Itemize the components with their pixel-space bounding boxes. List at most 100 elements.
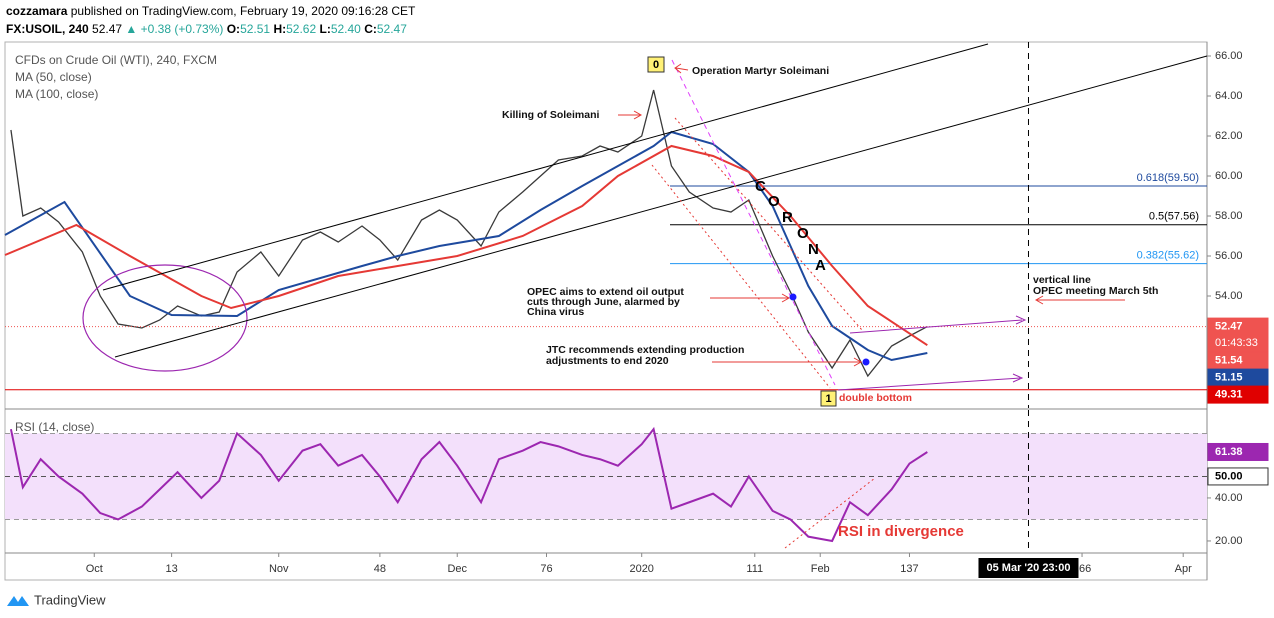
- event-dot: [789, 293, 797, 301]
- brand: TradingView: [34, 592, 106, 607]
- logo: [7, 596, 29, 606]
- x-tick-label: 76: [540, 563, 552, 575]
- label: C:: [364, 22, 377, 36]
- level-label: 0.618(59.50): [1137, 172, 1199, 184]
- price-badge: [1207, 317, 1269, 353]
- x-tick-label: Nov: [269, 563, 289, 575]
- arrow-head: [1034, 295, 1044, 305]
- legend-entry: MA (100, close): [15, 87, 98, 101]
- annotation: JTC recommends extending production: [546, 344, 744, 356]
- publish-line: cozzamara published on TradingView.com, …: [6, 4, 415, 18]
- high: 52.62: [286, 22, 317, 36]
- y-tick-label: 60.00: [1215, 170, 1243, 182]
- marker-label: 0: [653, 59, 659, 71]
- annotation: OPEC meeting March 5th: [1033, 285, 1158, 297]
- open: 52.51: [240, 22, 271, 36]
- level-label: 0.382(55.62): [1137, 250, 1199, 262]
- crosshair-label: 05 Mar '20 23:00: [987, 562, 1071, 574]
- series-line: [10, 89, 928, 378]
- author: cozzamara: [6, 4, 68, 18]
- price-badge: [1207, 467, 1269, 486]
- quote-line: FX:USOIL, 240 52.47 ▲ +0.38 (+0.73%) O:5…: [6, 22, 407, 36]
- label: L:: [319, 22, 331, 36]
- label: H:: [273, 22, 287, 36]
- x-tick-label: 111: [746, 563, 763, 575]
- arrow-head: [1015, 315, 1027, 325]
- badge-label: 51.15: [1215, 372, 1243, 384]
- annotation: China virus: [527, 306, 584, 318]
- arrow: [675, 67, 689, 71]
- arrow-head: [853, 357, 863, 367]
- last: 52.47: [92, 22, 123, 36]
- arrow-head: [781, 293, 791, 303]
- published: published on TradingView.com, February 1…: [70, 4, 416, 18]
- footer: TradingView: [7, 592, 106, 607]
- arrow-head: [633, 110, 643, 120]
- price-badge: [1207, 442, 1269, 461]
- x-tick-label: Oct: [86, 563, 103, 575]
- x-tick-label: Dec: [447, 563, 467, 575]
- trend-line: [671, 59, 836, 386]
- divergence-line: [849, 319, 1023, 334]
- x-tick-label: 137: [900, 563, 918, 575]
- low: 52.40: [330, 22, 361, 36]
- annotation: double bottom: [839, 392, 912, 404]
- annotation: Operation Martyr Soleimani: [692, 65, 829, 77]
- series-line: [4, 130, 928, 362]
- channel-line: [102, 43, 989, 291]
- badge-label: 49.31: [1215, 389, 1243, 401]
- annotation: RSI in divergence: [838, 523, 964, 540]
- legend-title: RSI (14, close): [15, 420, 94, 434]
- annotation: adjustments to end 2020: [546, 355, 669, 367]
- annotation-letter: O: [768, 193, 780, 210]
- channel-line: [114, 55, 1208, 358]
- annotation-letter: A: [815, 257, 826, 274]
- circle: [82, 264, 248, 372]
- badge-label: 52.47: [1215, 321, 1243, 333]
- badge-label: 51.54: [1215, 355, 1243, 367]
- trend-line: [674, 117, 863, 331]
- y-tick-label: 20.00: [1215, 535, 1243, 547]
- y-tick-label: 54.00: [1215, 290, 1243, 302]
- symbol: FX:USOIL, 240: [6, 22, 89, 36]
- x-tick-label: 48: [374, 563, 386, 575]
- price-badge: [1207, 385, 1269, 404]
- annotation-letter: O: [797, 225, 809, 242]
- drawings: [82, 43, 1208, 549]
- arrow-head: [1012, 373, 1024, 383]
- annotation-letter: C: [755, 178, 766, 195]
- x-tick-label: 2020: [629, 563, 653, 575]
- series-line: [4, 144, 928, 347]
- change: +0.38 (+0.73%): [140, 22, 224, 36]
- arrow-head: [674, 63, 682, 74]
- marker-box: [647, 56, 665, 73]
- annotation-letter: N: [808, 241, 819, 258]
- y-tick-label: 40.00: [1215, 492, 1243, 504]
- badge-label: 61.38: [1215, 446, 1243, 458]
- annotation: vertical line: [1033, 274, 1091, 286]
- rsi-trend-line: [784, 477, 876, 549]
- arrow: ▲: [125, 22, 138, 36]
- chart: CFDs on Crude Oil (WTI), 240, FXCM MA (5…: [4, 41, 1269, 581]
- level-label: 0.5(57.56): [1149, 211, 1199, 223]
- annotation: OPEC aims to extend oil output: [527, 286, 684, 298]
- x-tick-label: 13: [165, 563, 177, 575]
- annotation-letter: R: [782, 209, 793, 226]
- y-tick-label: 64.00: [1215, 90, 1243, 102]
- x-tick-label: Feb: [811, 563, 830, 575]
- x-tick-label: Apr: [1175, 563, 1192, 575]
- legend-title: CFDs on Crude Oil (WTI), 240, FXCM: [15, 53, 217, 67]
- marker-label: 1: [825, 393, 831, 405]
- label: O:: [226, 22, 241, 36]
- y-tick-label: 56.00: [1215, 250, 1243, 262]
- crosshair-box: [978, 558, 1079, 578]
- badge-label: 50.00: [1215, 470, 1243, 482]
- series-line: [9, 426, 928, 543]
- y-tick-label: 58.00: [1215, 210, 1243, 222]
- marker-box: [820, 390, 837, 407]
- annotation: cuts through June, alarmed by: [527, 296, 680, 308]
- y-tick-label: 66.00: [1215, 50, 1243, 62]
- y-tick-label: 62.00: [1215, 130, 1243, 142]
- event-dot: [862, 358, 870, 366]
